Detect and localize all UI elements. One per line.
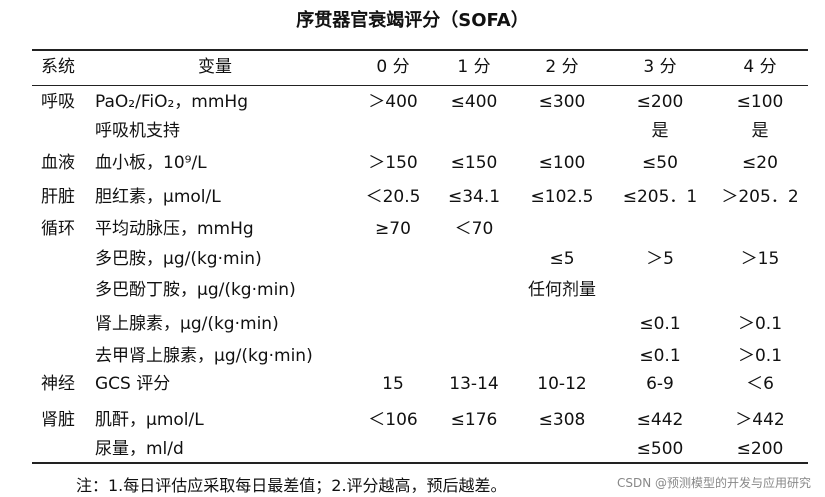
header-cell: 3 分 — [643, 57, 677, 77]
score-4-cell: ＞0.1 — [737, 346, 783, 366]
bottom-rule — [32, 462, 808, 464]
header-rule — [32, 85, 808, 86]
score-3-cell: ≤0.1 — [639, 314, 681, 334]
score-2-cell: ≤5 — [549, 249, 575, 269]
score-2-cell: ≤100 — [538, 153, 586, 173]
score-3-cell: ＞5 — [646, 249, 674, 269]
note: 注：1.每日评估应采取每日最差值；2.评分越高，预后越差。 — [76, 476, 507, 495]
header-cell: 0 分 — [376, 57, 410, 77]
variable-cell: 肾上腺素，μg/(kg·min) — [95, 314, 279, 334]
system-cell: 肝脏 — [41, 187, 75, 207]
score-0-cell: ＜20.5 — [365, 187, 421, 207]
system-cell: 呼吸 — [41, 92, 75, 112]
variable-cell: 多巴胺，μg/(kg·min) — [95, 249, 262, 269]
score-3-cell: ≤200 — [636, 92, 684, 112]
score-2-cell: ≤308 — [538, 410, 586, 430]
system-cell: 血液 — [41, 153, 75, 173]
score-4-cell: ≤20 — [742, 153, 778, 173]
top-rule — [32, 49, 808, 51]
score-3-cell: ≤500 — [636, 439, 684, 459]
score-0-cell: ≥70 — [375, 219, 411, 239]
score-3-cell: ≤205．1 — [622, 187, 698, 207]
variable-cell: 平均动脉压，mmHg — [95, 219, 254, 239]
score-1-cell: ＜70 — [454, 219, 494, 239]
score-4-cell: ＜6 — [746, 374, 774, 394]
score-2-cell: 任何剂量 — [528, 280, 596, 300]
score-4-cell: 是 — [751, 121, 769, 141]
variable-cell: 血小板，10⁹/L — [95, 153, 207, 173]
score-4-cell: ＞442 — [735, 410, 785, 430]
score-1-cell: ≤176 — [450, 410, 498, 430]
header-cell: 变量 — [198, 57, 232, 77]
score-0-cell: ＞150 — [368, 153, 418, 173]
score-1-cell: ≤400 — [450, 92, 498, 112]
variable-cell: 去甲肾上腺素，μg/(kg·min) — [95, 346, 313, 366]
score-2-cell: 10-12 — [537, 374, 587, 394]
variable-cell: 呼吸机支持 — [95, 121, 180, 141]
score-0-cell: 15 — [382, 374, 404, 394]
variable-cell: PaO₂/FiO₂，mmHg — [95, 92, 248, 112]
variable-cell: 尿量，ml/d — [95, 439, 184, 459]
score-3-cell: ≤50 — [642, 153, 678, 173]
variable-cell: GCS 评分 — [95, 374, 171, 394]
score-3-cell: 6-9 — [646, 374, 674, 394]
score-3-cell: ≤442 — [636, 410, 684, 430]
variable-cell: 肌酐，μmol/L — [95, 410, 204, 430]
score-3-cell: ≤0.1 — [639, 346, 681, 366]
score-0-cell: ＞400 — [368, 92, 418, 112]
score-4-cell: ＞15 — [740, 249, 780, 269]
system-cell: 神经 — [41, 374, 75, 394]
header-cell: 系统 — [41, 57, 75, 77]
variable-cell: 胆红素，μmol/L — [95, 187, 221, 207]
score-1-cell: ≤150 — [450, 153, 498, 173]
watermark: CSDN @预测模型的开发与应用研究 — [616, 476, 811, 490]
variable-cell: 多巴酚丁胺，μg/(kg·min) — [95, 280, 296, 300]
header-cell: 4 分 — [743, 57, 777, 77]
score-1-cell: 13-14 — [449, 374, 499, 394]
score-4-cell: ≤100 — [736, 92, 784, 112]
system-cell: 肾脏 — [41, 410, 75, 430]
score-3-cell: 是 — [651, 121, 669, 141]
title: 序贯器官衰竭评分（SOFA） — [296, 10, 529, 31]
score-0-cell: ＜106 — [368, 410, 418, 430]
score-4-cell: ≤200 — [736, 439, 784, 459]
score-2-cell: ≤102.5 — [530, 187, 594, 207]
score-4-cell: ＞0.1 — [737, 314, 783, 334]
system-cell: 循环 — [41, 219, 75, 239]
score-2-cell: ≤300 — [538, 92, 586, 112]
score-4-cell: ＞205．2 — [721, 187, 799, 207]
header-cell: 2 分 — [545, 57, 579, 77]
header-cell: 1 分 — [457, 57, 491, 77]
score-1-cell: ≤34.1 — [447, 187, 501, 207]
